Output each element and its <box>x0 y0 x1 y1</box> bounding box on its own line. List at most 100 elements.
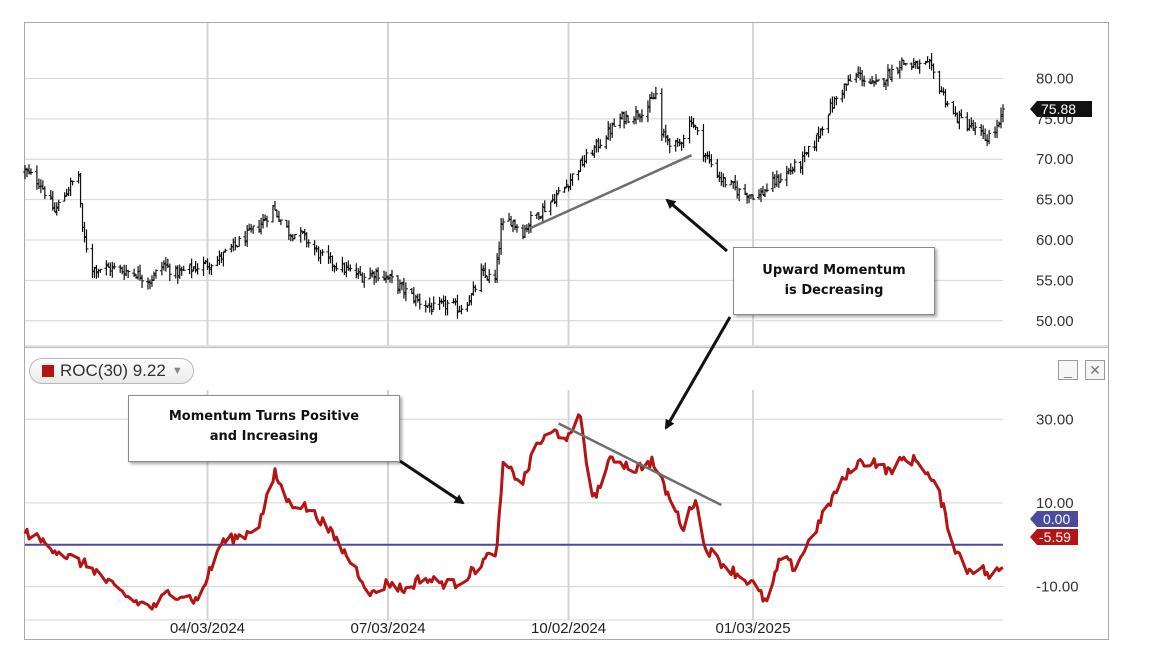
price-bar <box>292 233 297 240</box>
price-bar <box>542 200 547 213</box>
price-bar <box>84 229 89 253</box>
panel-separator <box>25 345 1108 347</box>
price-bar <box>376 267 381 282</box>
price-bar <box>98 268 103 273</box>
price-bar <box>167 263 172 282</box>
price-bars <box>23 53 1005 319</box>
price-bar <box>973 122 978 136</box>
price-ytick-label: 50.00 <box>1036 313 1074 330</box>
minimize-panel-button[interactable]: _ <box>1058 360 1078 380</box>
price-bar <box>70 180 75 186</box>
chevron-down-icon[interactable]: ▼ <box>171 365 183 377</box>
price-bar <box>903 62 908 66</box>
price-bar <box>945 100 950 107</box>
price-bar <box>209 263 214 275</box>
arrow-to-price-trendline <box>665 198 728 253</box>
x-tick-label: 01/03/2025 <box>716 620 791 637</box>
annotation-arrows <box>399 198 732 505</box>
trendlines <box>530 154 722 507</box>
x-tick-label: 07/03/2024 <box>350 620 425 637</box>
price-bar <box>112 262 117 270</box>
price-bar <box>987 129 992 145</box>
price-bar <box>28 168 33 175</box>
price-bar <box>681 134 686 148</box>
callout-upward-line2: is Decreasing <box>784 283 884 298</box>
price-bar <box>417 293 422 310</box>
price-bar <box>548 201 553 216</box>
price-bar <box>889 64 894 83</box>
price-bar <box>56 199 61 211</box>
roc-ytick-label: 30.00 <box>1036 411 1074 428</box>
price-bar <box>554 189 559 207</box>
price-bar <box>455 294 460 319</box>
price-bar <box>792 159 797 173</box>
price-bar <box>330 255 335 272</box>
close-panel-button[interactable]: ✕ <box>1085 360 1105 380</box>
price-ytick-label: 65.00 <box>1036 192 1074 209</box>
callout-momentum-positive: Momentum Turns Positive and Increasing <box>128 395 400 462</box>
price-bar <box>556 187 561 195</box>
price-bar <box>834 96 839 106</box>
price-bar <box>626 115 631 124</box>
price-bar <box>514 224 519 233</box>
callout-positive-line2: and Increasing <box>209 429 319 444</box>
price-bar <box>667 138 672 154</box>
price-bar <box>126 269 131 278</box>
roc-color-swatch <box>42 365 54 377</box>
price-bar <box>487 269 492 283</box>
price-bar <box>320 249 325 256</box>
price-ytick-label: 80.00 <box>1036 70 1074 87</box>
arrow-to-roc-turn <box>399 459 465 505</box>
price-bar <box>42 186 47 200</box>
price-bar <box>709 154 714 168</box>
price-bar <box>917 59 922 74</box>
price-bar <box>348 264 353 272</box>
price-bar <box>653 86 658 100</box>
price-bar <box>764 183 769 193</box>
price-bar <box>153 269 158 279</box>
price-ytick-label: 60.00 <box>1036 232 1074 249</box>
price-bar <box>776 174 781 188</box>
price-bar <box>403 282 408 302</box>
price-trendline <box>530 154 693 230</box>
roc-series-line <box>23 413 1004 611</box>
roc-trendline <box>558 422 722 507</box>
price-bar <box>334 262 339 271</box>
price-last-value-tag: 75.88 <box>1030 101 1092 117</box>
x-tick-label: 10/02/2024 <box>531 620 606 637</box>
roc-ytick-label: -10.00 <box>1036 579 1079 596</box>
price-bar <box>298 227 303 243</box>
price-bar <box>931 63 936 80</box>
price-bar <box>181 265 186 271</box>
price-bar <box>528 211 533 233</box>
price-bar <box>473 284 478 293</box>
price-bar <box>826 114 831 134</box>
price-bar <box>237 235 242 247</box>
x-tick-label: 04/03/2024 <box>170 620 245 637</box>
price-ytick-label: 55.00 <box>1036 272 1074 289</box>
roc-legend-label: ROC(30) 9.22 <box>60 361 166 380</box>
price-bar <box>265 215 270 228</box>
price-bar <box>189 258 194 279</box>
price-bar <box>820 126 825 136</box>
price-bar <box>695 126 700 136</box>
roc-legend[interactable]: ROC(30) 9.22 ▼ <box>29 358 194 384</box>
price-bar <box>501 218 506 231</box>
price-bar <box>876 79 881 82</box>
price-bar <box>362 273 367 288</box>
roc-last-value-tag: -5.59 <box>1030 529 1078 545</box>
price-bar <box>278 219 283 226</box>
zero-value: 0.00 <box>1043 511 1070 527</box>
callout-upward-momentum: Upward Momentum is Decreasing <box>733 247 935 315</box>
price-bar <box>445 300 450 316</box>
price-bar <box>584 148 589 164</box>
price-bar <box>251 225 256 234</box>
roc-layer <box>23 413 1004 611</box>
price-bar <box>598 139 603 149</box>
price-bar <box>459 304 464 315</box>
price-bar <box>723 177 728 188</box>
price-bar <box>389 269 394 284</box>
price-bar <box>140 274 145 289</box>
chart-border <box>24 22 1109 640</box>
